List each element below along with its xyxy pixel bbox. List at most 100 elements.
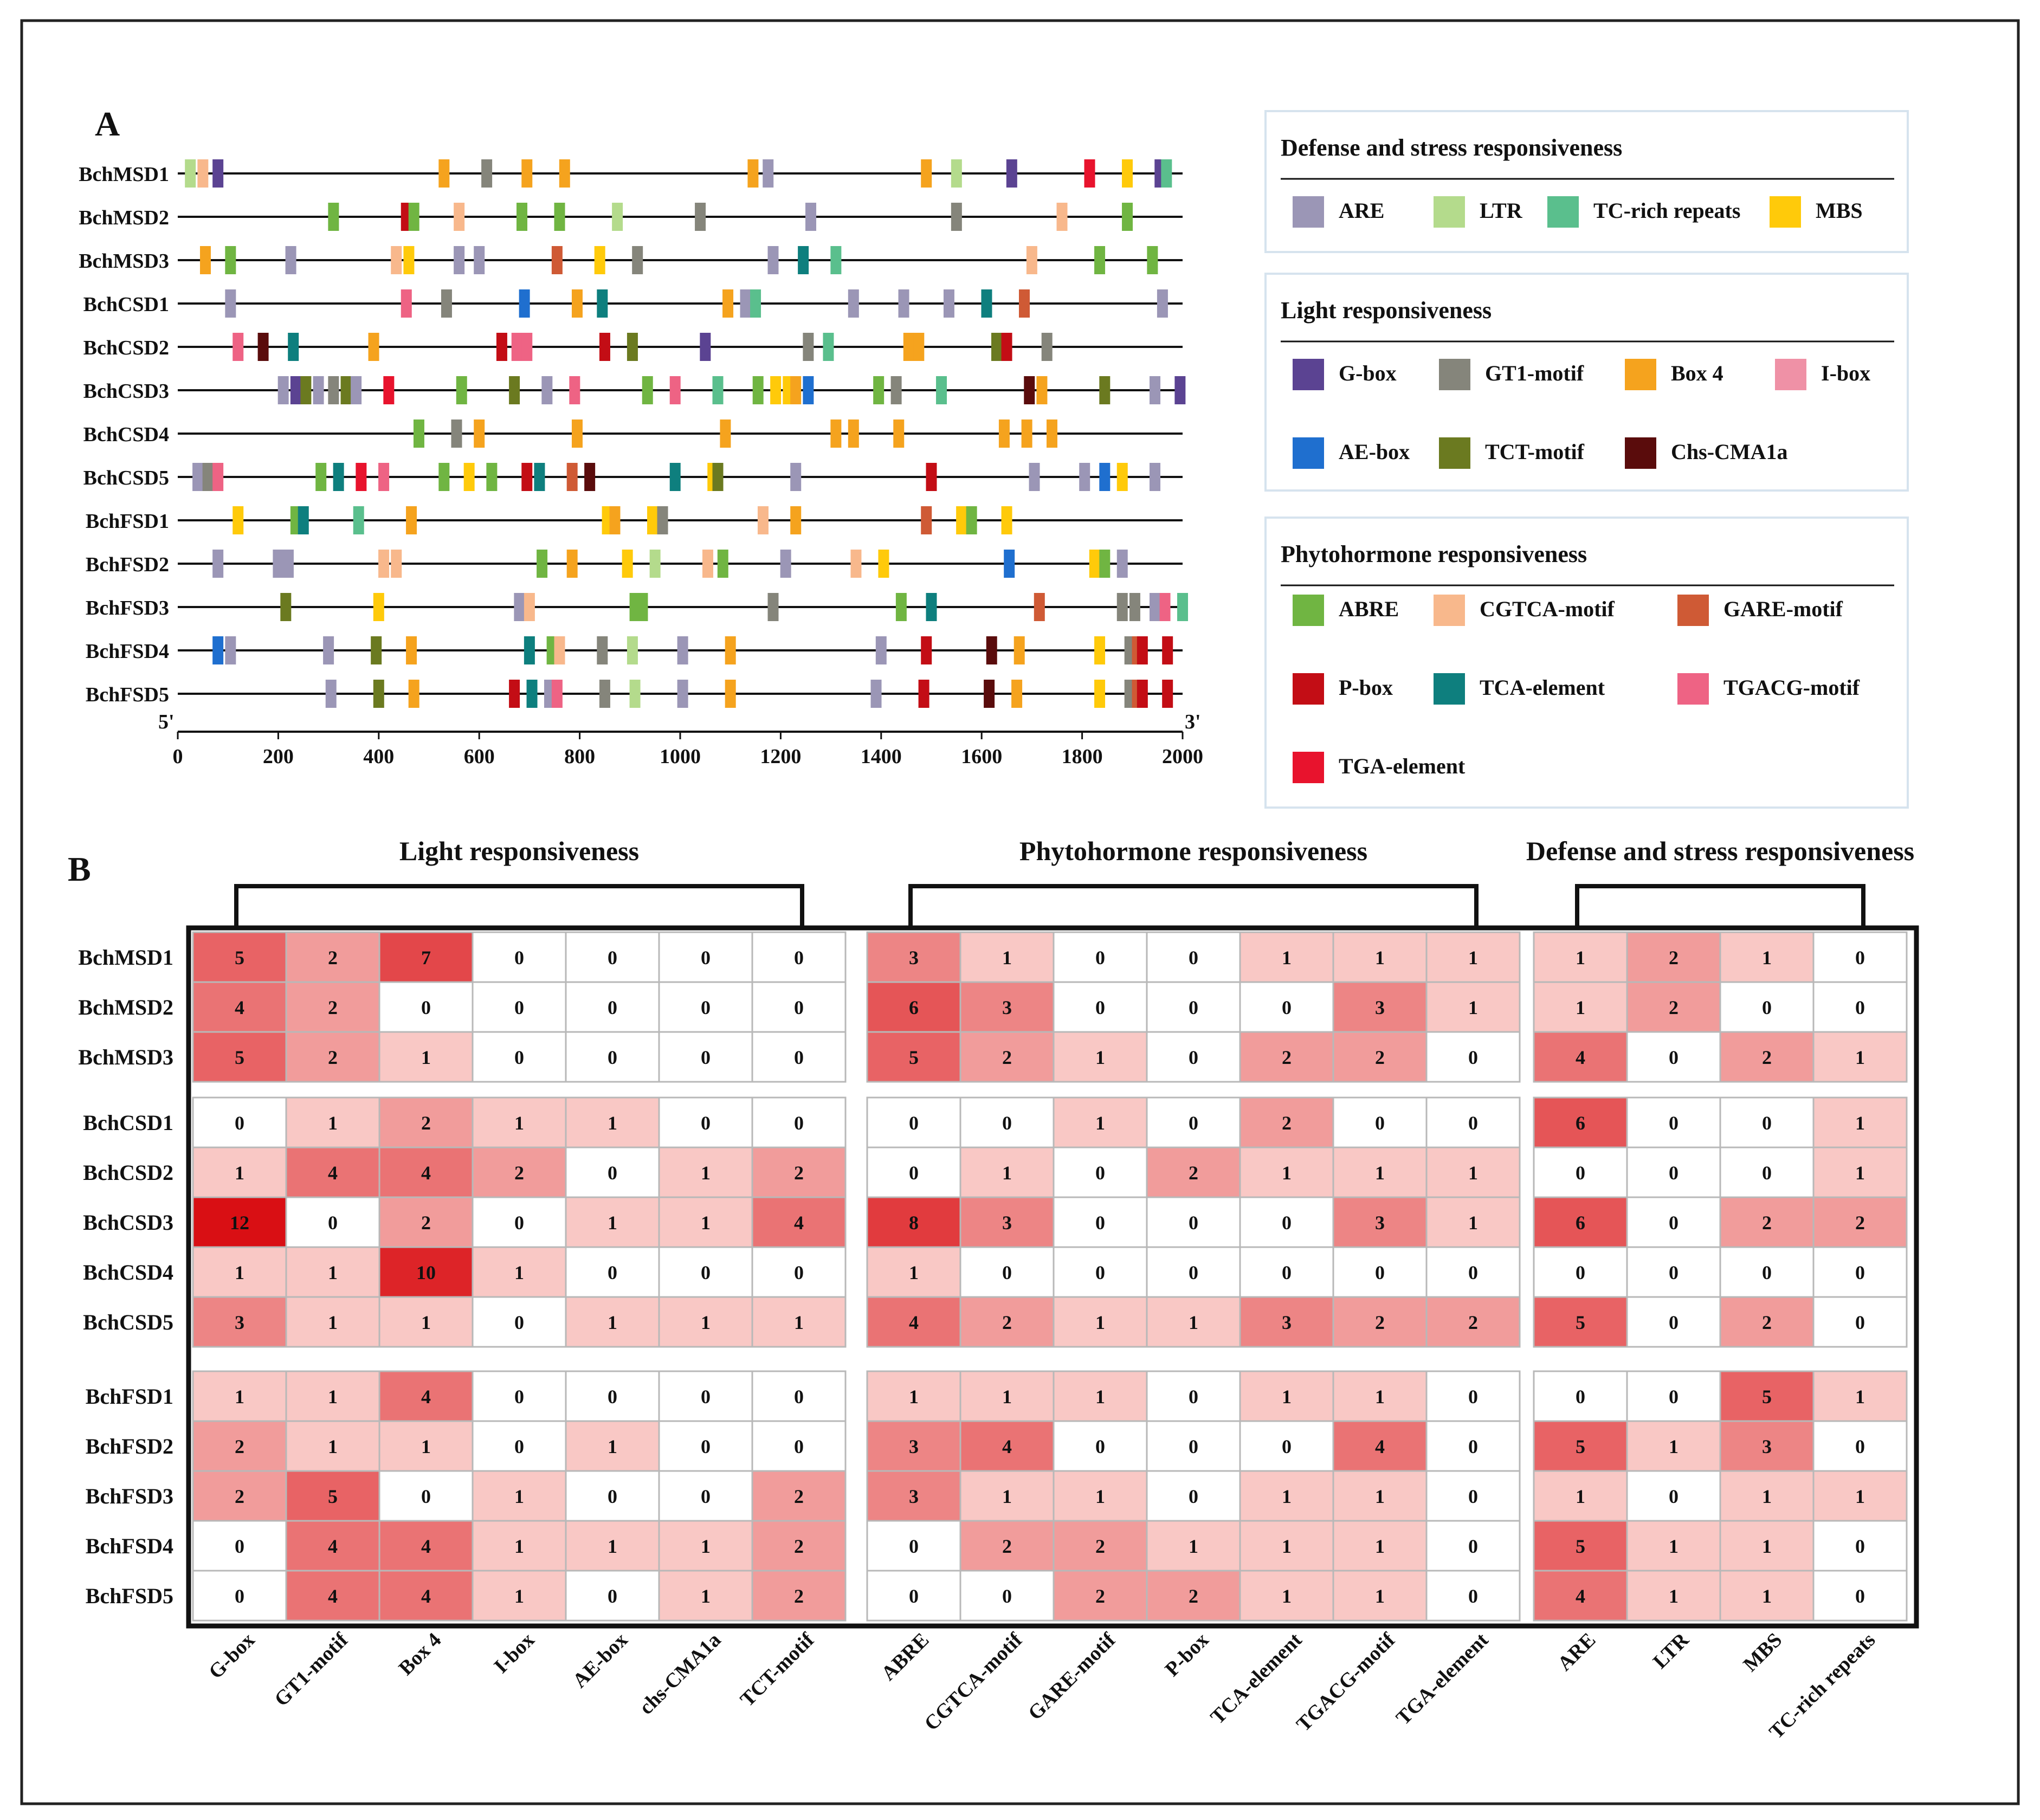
motif-mark [391, 550, 402, 578]
legend-label: G-box [1339, 361, 1397, 385]
heatmap-cell [1146, 1246, 1241, 1298]
cell-value: 0 [1855, 947, 1865, 969]
cell-value: 2 [794, 1585, 804, 1607]
cell-value: 0 [1282, 1262, 1292, 1283]
heatmap-cell [1053, 1196, 1148, 1248]
motif-mark [474, 246, 485, 274]
motif-mark [991, 333, 1003, 361]
heatmap-cell [1332, 1146, 1428, 1198]
motif-mark [594, 246, 605, 274]
motif-mark [599, 680, 610, 708]
legend-swatch [1293, 673, 1324, 705]
cell-value: 0 [1189, 1486, 1198, 1507]
row-label: BchFSD1 [86, 1384, 173, 1409]
heatmap-cell [959, 1296, 1055, 1348]
heatmap-cell [1626, 1370, 1721, 1422]
heatmap-cell [192, 1420, 287, 1472]
cell-value: 1 [421, 1047, 431, 1068]
heatmap-cell [285, 931, 380, 983]
heatmap: Light responsiveness G-box GT1-motif Box 4 I… [78, 836, 1919, 1744]
cell-value: 0 [608, 997, 617, 1018]
cell-value: 0 [1576, 1162, 1585, 1184]
motif-mark [1174, 376, 1186, 404]
heatmap-cell [192, 931, 287, 983]
heatmap-cell [1332, 1196, 1428, 1248]
heatmap-cell [378, 981, 474, 1033]
motif-mark [285, 246, 296, 274]
motif-mark [750, 289, 761, 318]
cell-value: 5 [328, 1486, 338, 1507]
heatmap-cell [1425, 1196, 1521, 1248]
row-label: BchCSD3 [83, 1210, 173, 1235]
gene-label: BchMSD3 [79, 250, 169, 273]
heatmap-cell [1719, 1296, 1815, 1348]
motif-mark [551, 680, 563, 708]
heatmap-cell [1146, 1296, 1241, 1348]
motif-mark [805, 203, 817, 231]
heatmap-cell [866, 1246, 961, 1298]
cell-value: 1 [1189, 1312, 1198, 1333]
motif-mark [1147, 246, 1158, 274]
cell-value: 5 [909, 1047, 919, 1068]
motif-mark [197, 159, 209, 188]
cell-value: 2 [328, 997, 338, 1018]
motif-mark [378, 550, 390, 578]
heatmap-frame [186, 925, 1919, 1629]
cell-value: 0 [421, 1486, 431, 1507]
gene-label: BchMSD1 [79, 163, 169, 186]
cell-value: 1 [1576, 1486, 1585, 1507]
cell-value: 1 [421, 1312, 431, 1333]
motif-mark [1089, 550, 1100, 578]
heatmap-cell [1053, 1296, 1148, 1348]
legend-label: P-box [1339, 675, 1393, 700]
heatmap-cell [658, 1246, 753, 1298]
legend-group-title: Phytohormone responsiveness [1281, 541, 1587, 567]
motif-legend: Defense and stress responsiveness ARE LTR T… [1264, 110, 1909, 809]
motif-mark [554, 636, 565, 664]
cell-value: 0 [1669, 1312, 1679, 1333]
motif-mark [1001, 333, 1012, 361]
motif-mark [257, 333, 269, 361]
motif-mark [1094, 246, 1106, 274]
cell-value: 0 [1468, 1047, 1478, 1068]
cell-value: 2 [1189, 1585, 1198, 1607]
heatmap-cell [192, 1246, 287, 1298]
heatmap-cell [1332, 1520, 1428, 1572]
cell-value: 2 [235, 1436, 244, 1457]
motif-mark [898, 289, 909, 318]
cell-value: 0 [608, 1162, 617, 1184]
motif-mark [823, 333, 834, 361]
motif-mark [212, 550, 224, 578]
cell-value: 0 [1468, 1486, 1478, 1507]
cell-value: 0 [1002, 1112, 1012, 1134]
cell-value: 4 [909, 1312, 919, 1333]
cell-value: 2 [794, 1535, 804, 1557]
heatmap-cell [1425, 1031, 1521, 1083]
legend-swatch [1434, 673, 1465, 705]
row-label: BchMSD3 [78, 1045, 173, 1069]
row-label: BchCSD1 [83, 1111, 173, 1135]
motif-mark [752, 376, 764, 404]
heatmap-cell [285, 1570, 380, 1622]
legend-swatch [1625, 437, 1656, 469]
heatmap-cell [751, 1570, 847, 1622]
cell-value: 1 [608, 1535, 617, 1557]
cell-value: 0 [421, 997, 431, 1018]
motif-mark [1122, 159, 1133, 188]
motif-mark [280, 593, 292, 621]
cell-value: 1 [1855, 1386, 1865, 1408]
motif-mark [511, 333, 522, 361]
heatmap-cell [1533, 1520, 1628, 1572]
motif-mark [895, 593, 907, 621]
cell-value: 3 [1002, 997, 1012, 1018]
legend-swatch [1625, 359, 1656, 390]
cell-value: 0 [701, 997, 711, 1018]
motif-mark [712, 463, 724, 491]
motif-mark [803, 376, 814, 404]
heatmap-cell [959, 1370, 1055, 1422]
heatmap-cell [285, 1420, 380, 1472]
heatmap-cell [1719, 1031, 1815, 1083]
heatmap-cell [1626, 1296, 1721, 1348]
heatmap-cell [1053, 1096, 1148, 1148]
cell-value: 12 [230, 1212, 249, 1234]
